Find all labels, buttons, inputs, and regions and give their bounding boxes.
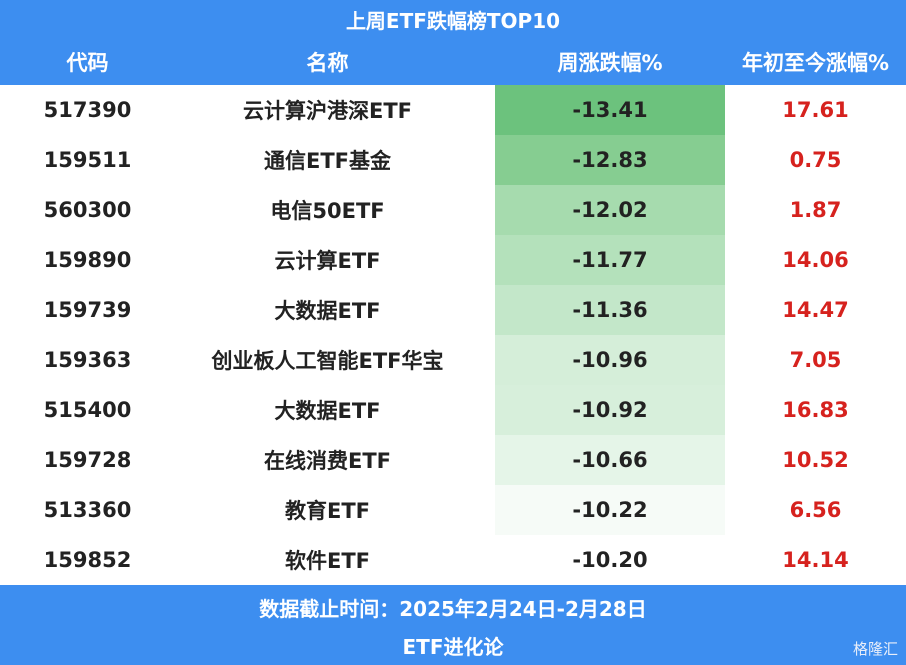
table-row: 560300 电信50ETF -12.02 1.87	[0, 185, 906, 235]
code-cell: 159852	[43, 548, 132, 572]
code-cell: 560300	[43, 198, 132, 222]
name-cell: 教育ETF	[284, 499, 370, 523]
ytd-change-cell: 14.47	[782, 298, 849, 322]
name-cell: 软件ETF	[284, 549, 370, 573]
code-cell: 515400	[43, 398, 132, 422]
title: 上周ETF跌幅榜TOP10	[345, 8, 561, 33]
column-header: 年初至今涨幅%	[741, 50, 890, 75]
table-row: 159728 在线消费ETF -10.66 10.52	[0, 435, 906, 485]
table-row: 159739 大数据ETF -11.36 14.47	[0, 285, 906, 335]
code-cell: 159728	[43, 448, 132, 472]
header-row: 代码 名称 周涨跌幅% 年初至今涨幅%	[0, 38, 906, 85]
ytd-change-cell: 1.87	[789, 198, 842, 222]
weekly-change-cell: -10.66	[495, 435, 725, 485]
name-cell: 在线消费ETF	[263, 449, 391, 473]
name-cell: 大数据ETF	[274, 399, 381, 423]
name-cell: 大数据ETF	[274, 299, 381, 323]
name-cell: 云计算ETF	[274, 249, 381, 273]
column-header: 周涨跌幅%	[557, 50, 663, 75]
ytd-change-cell: 14.06	[782, 248, 849, 272]
table-row: 513360 教育ETF -10.22 6.56	[0, 485, 906, 535]
column-header: 名称	[306, 50, 349, 75]
ytd-change-cell: 17.61	[782, 98, 849, 122]
footer-band: 数据截止时间：2025年2月24日-2月28日 ETF进化论 格隆汇	[0, 585, 906, 665]
table-row: 159890 云计算ETF -11.77 14.06	[0, 235, 906, 285]
code-cell: 159363	[43, 348, 132, 372]
footer-source: ETF进化论	[402, 634, 504, 659]
header-band: 上周ETF跌幅榜TOP10 代码 名称 周涨跌幅% 年初至今涨幅%	[0, 0, 906, 85]
name-cell: 创业板人工智能ETF华宝	[211, 349, 444, 373]
weekly-change-cell: -12.83	[495, 135, 725, 185]
code-cell: 159890	[43, 248, 132, 272]
weekly-change-cell: -13.41	[495, 85, 725, 135]
code-cell: 517390	[43, 98, 132, 122]
table-row: 159852 软件ETF -10.20 14.14	[0, 535, 906, 585]
column-header: 代码	[66, 50, 109, 75]
watermark: 格隆汇	[852, 640, 898, 658]
table-row: 159511 通信ETF基金 -12.83 0.75	[0, 135, 906, 185]
code-cell: 159511	[43, 148, 132, 172]
code-cell: 513360	[43, 498, 132, 522]
table-row: 517390 云计算沪港深ETF -13.41 17.61	[0, 85, 906, 135]
weekly-change-cell: -11.77	[495, 235, 725, 285]
ytd-change-cell: 6.56	[789, 498, 842, 522]
ytd-change-cell: 10.52	[782, 448, 849, 472]
ytd-change-cell: 7.05	[789, 348, 842, 372]
footer-date: 数据截止时间：2025年2月24日-2月28日	[259, 596, 647, 621]
name-cell: 通信ETF基金	[263, 149, 391, 173]
weekly-change-cell: -10.20	[495, 535, 725, 585]
table-row: 159363 创业板人工智能ETF华宝 -10.96 7.05	[0, 335, 906, 385]
ytd-change-cell: 14.14	[782, 548, 849, 572]
name-cell: 电信50ETF	[270, 199, 385, 223]
weekly-change-cell: -12.02	[495, 185, 725, 235]
ytd-change-cell: 16.83	[782, 398, 849, 422]
name-cell: 云计算沪港深ETF	[242, 99, 412, 123]
code-cell: 159739	[43, 298, 132, 322]
ytd-change-cell: 0.75	[789, 148, 842, 172]
weekly-change-cell: -10.22	[495, 485, 725, 535]
weekly-change-cell: -10.96	[495, 335, 725, 385]
weekly-change-cell: -11.36	[495, 285, 725, 335]
weekly-change-cell: -10.92	[495, 385, 725, 435]
table-row: 515400 大数据ETF -10.92 16.83	[0, 385, 906, 435]
